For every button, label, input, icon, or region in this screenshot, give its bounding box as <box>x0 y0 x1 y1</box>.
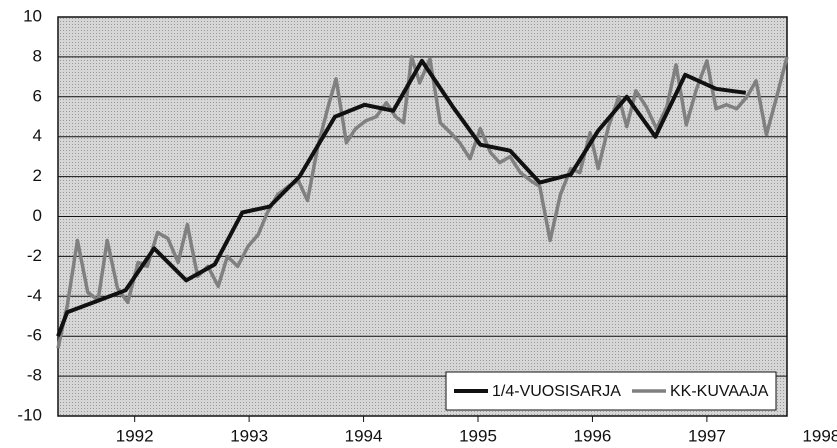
x-tick-label: 1998 <box>802 426 837 445</box>
y-tick-label: -2 <box>27 246 42 265</box>
series-line <box>56 55 789 349</box>
series-line <box>56 58 747 337</box>
x-tick-label: 1993 <box>230 426 268 445</box>
y-tick-label: -6 <box>27 326 42 345</box>
y-tick-label: 2 <box>33 166 42 185</box>
x-tick-label: 1995 <box>459 426 497 445</box>
legend-label: 1/4-VUOSISARJA <box>492 383 621 400</box>
y-tick-label: 6 <box>33 86 42 105</box>
x-tick-label: 1997 <box>688 426 726 445</box>
y-tick-label: -8 <box>27 366 42 385</box>
y-tick-label: -4 <box>27 286 42 305</box>
y-tick-label: -10 <box>17 405 42 424</box>
legend-box <box>445 371 777 411</box>
x-tick-label: 1992 <box>116 426 154 445</box>
y-tick-label: 4 <box>33 126 42 145</box>
y-tick-label: 0 <box>33 206 42 225</box>
legend-label: KK-KUVAAJA <box>670 383 769 400</box>
x-tick-label: 1996 <box>574 426 612 445</box>
y-tick-label: 8 <box>33 46 42 65</box>
x-tick-label: 1994 <box>345 426 383 445</box>
y-tick-label: 10 <box>23 6 42 25</box>
